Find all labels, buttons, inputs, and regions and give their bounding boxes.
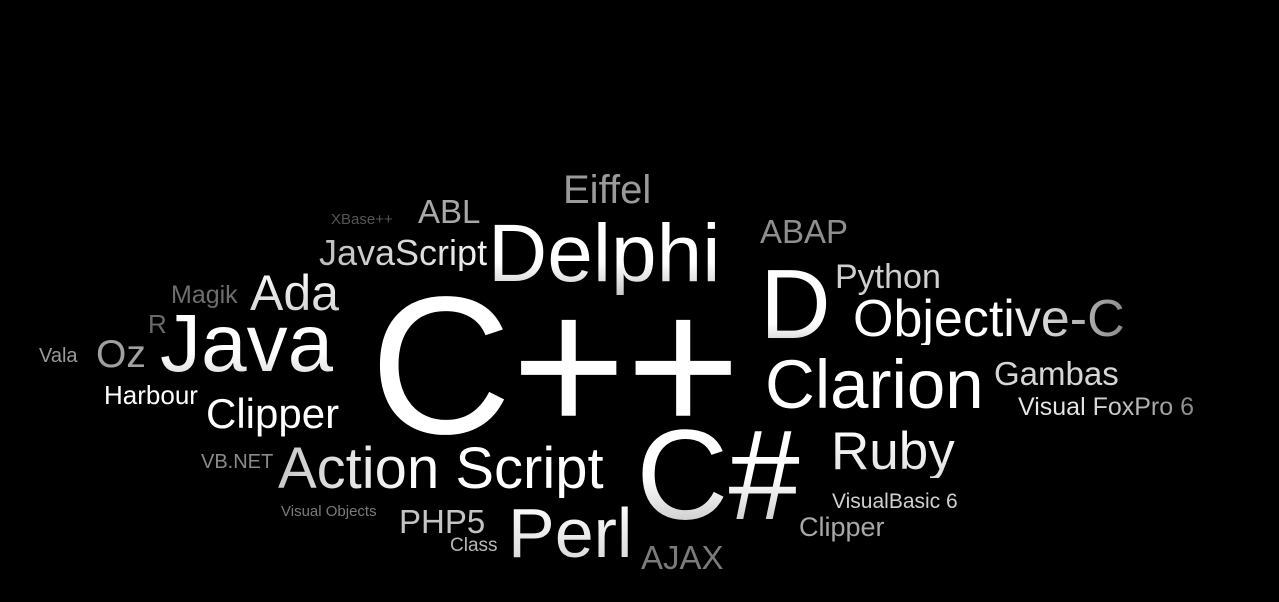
word-harbour: Harbour <box>104 380 198 410</box>
word-abap: ABAP <box>760 213 849 250</box>
word-action-script: Action Script <box>278 436 604 501</box>
word-perl: Perl <box>508 494 633 572</box>
word-cpp: C++ <box>370 256 741 475</box>
word-clipper-2: Clipper <box>799 512 885 542</box>
word-php5: PHP5 <box>399 503 486 540</box>
word-xbase: XBase++ <box>331 211 393 228</box>
word-eiffel: Eiffel <box>563 168 652 212</box>
word-vala: Vala <box>39 345 78 367</box>
word-visual-foxpro: Visual FoxPro 6 <box>1018 393 1195 421</box>
word-ruby: Ruby <box>831 422 955 481</box>
word-d: D <box>760 249 831 359</box>
word-objective-c: Objective-C <box>853 290 1125 348</box>
word-delphi: Delphi <box>488 208 721 299</box>
word-class: Class <box>450 535 498 556</box>
word-magik: Magik <box>171 281 238 309</box>
word-ada: Ada <box>250 265 339 321</box>
word-r: R <box>148 309 167 339</box>
word-visualbasic: VisualBasic 6 <box>832 490 958 513</box>
word-clipper-1: Clipper <box>206 390 340 437</box>
word-ajax: AJAX <box>641 539 724 576</box>
word-gambas: Gambas <box>994 355 1119 392</box>
word-clarion: Clarion <box>765 346 984 423</box>
word-oz: Oz <box>96 333 146 376</box>
word-csharp: C# <box>636 404 800 547</box>
word-javascript: JavaScript <box>319 232 488 273</box>
word-java: Java <box>160 298 334 389</box>
word-python: Python <box>835 258 941 296</box>
word-abl: ABL <box>418 193 481 230</box>
word-vbnet: VB.NET <box>201 451 274 473</box>
word-visual-objects: Visual Objects <box>281 503 377 520</box>
